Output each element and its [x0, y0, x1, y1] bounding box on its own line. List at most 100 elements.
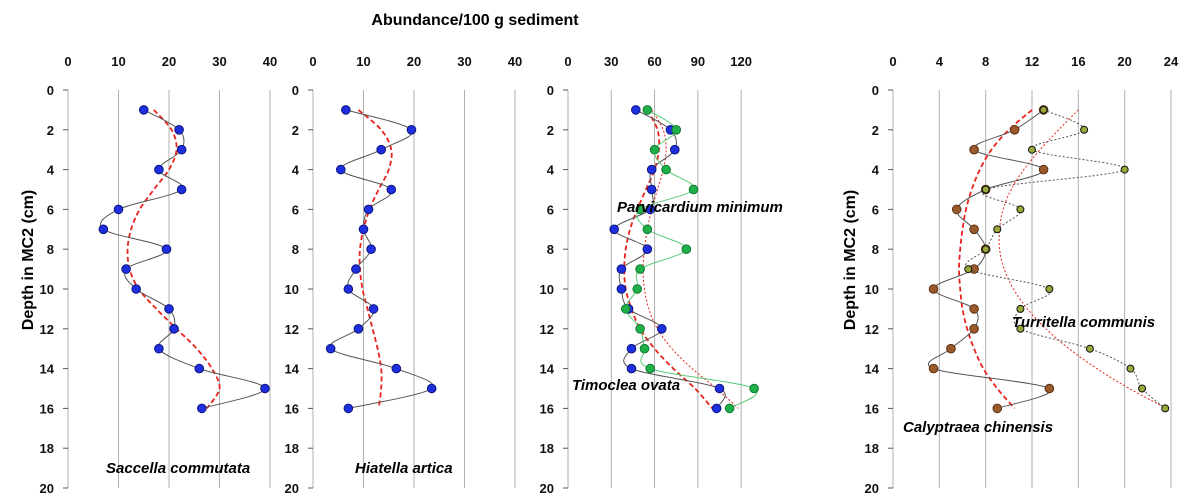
species-label-parvicardium: Parvicardium minimum — [617, 199, 783, 216]
series-line-2 — [625, 109, 758, 409]
x-tick-label: 24 — [1164, 54, 1179, 69]
data-point-brown — [1009, 125, 1020, 135]
data-point-blue — [343, 403, 354, 414]
data-point-green — [645, 363, 656, 374]
data-point-green — [671, 125, 682, 135]
data-point-olive — [1080, 125, 1089, 134]
data-point-olive — [1126, 364, 1135, 373]
data-point-blue — [161, 244, 172, 254]
data-point-blue — [376, 144, 386, 155]
x-tick-label: 90 — [691, 54, 705, 69]
data-point-blue — [121, 264, 131, 274]
data-point-blue — [406, 125, 417, 135]
y-tick-label: 18 — [40, 441, 54, 456]
y-tick-label: 10 — [285, 282, 299, 297]
data-point-green — [620, 304, 631, 314]
y-tick-label: 16 — [865, 401, 879, 416]
y-tick-label: 10 — [865, 282, 879, 297]
y-tick-label: 6 — [292, 202, 299, 217]
trend-line-2 — [642, 109, 739, 409]
data-point-green — [661, 164, 671, 175]
data-point-blue — [169, 324, 179, 334]
y-tick-label: 12 — [540, 322, 554, 337]
data-point-green — [642, 224, 653, 235]
data-point-olive — [1016, 324, 1025, 333]
trend-line-1 — [623, 109, 713, 409]
y-tick-label: 14 — [865, 362, 880, 377]
data-point-olive — [1039, 105, 1048, 114]
trend-line-1 — [357, 109, 393, 409]
data-point-olive — [1016, 205, 1025, 214]
x-tick-label: 10 — [111, 54, 125, 69]
species-label-turritella: Turritella communis — [1012, 314, 1155, 331]
data-point-green — [635, 324, 645, 334]
data-point-brown — [928, 363, 939, 374]
species-label-hiatella: Hiatella artica — [355, 460, 453, 477]
y-tick-label: 0 — [547, 83, 554, 98]
y-tick-label: 20 — [285, 481, 299, 496]
data-point-brown — [928, 284, 939, 294]
data-point-blue — [714, 383, 725, 394]
data-point-blue — [616, 264, 627, 274]
data-point-blue — [353, 324, 364, 334]
y-tick-label: 2 — [47, 123, 54, 138]
y-tick-label: 0 — [47, 83, 54, 98]
data-point-blue — [325, 343, 336, 354]
data-point-blue — [363, 204, 374, 215]
data-point-blue — [626, 343, 637, 354]
y-tick-label: 20 — [865, 481, 879, 496]
x-tick-label: 10 — [356, 54, 370, 69]
data-point-olive — [964, 265, 973, 274]
data-point-blue — [616, 284, 627, 294]
data-point-brown — [969, 304, 979, 314]
data-point-blue — [391, 363, 402, 374]
data-point-blue — [194, 363, 205, 374]
data-point-blue — [113, 204, 124, 215]
data-point-blue — [176, 144, 187, 155]
series-line-2 — [965, 109, 1166, 409]
y-tick-label: 12 — [285, 322, 299, 337]
data-point-blue — [426, 383, 437, 394]
data-point-blue — [154, 343, 164, 354]
series-line-1 — [927, 109, 1052, 409]
y-tick-label: 14 — [285, 362, 300, 377]
data-point-blue — [386, 184, 397, 195]
trend-line-1 — [126, 109, 221, 409]
data-point-green — [724, 403, 735, 414]
series-line-1 — [613, 109, 726, 409]
x-tick-label: 0 — [64, 54, 71, 69]
y-tick-label: 4 — [292, 163, 300, 178]
y-tick-label: 12 — [865, 322, 879, 337]
y-tick-label: 8 — [872, 242, 879, 257]
x-tick-label: 30 — [604, 54, 618, 69]
x-tick-label: 0 — [889, 54, 896, 69]
data-point-blue — [174, 125, 184, 135]
y-tick-label: 4 — [47, 163, 55, 178]
data-point-blue — [631, 105, 641, 115]
data-point-blue — [642, 244, 653, 254]
y-axis-label-right: Depth in MC2 (cm) — [842, 190, 859, 330]
y-tick-label: 6 — [872, 202, 879, 217]
species-label-calyptraea: Calyptraea chinensis — [903, 419, 1053, 436]
series-line-1 — [100, 109, 266, 409]
data-point-blue — [98, 224, 109, 235]
data-point-blue — [368, 304, 379, 314]
data-point-olive — [1138, 384, 1147, 393]
data-point-green — [649, 144, 660, 155]
data-point-blue — [131, 284, 141, 294]
data-point-olive — [981, 185, 990, 194]
y-tick-label: 14 — [540, 362, 555, 377]
y-tick-label: 18 — [865, 441, 879, 456]
data-point-blue — [626, 363, 637, 374]
x-tick-label: 4 — [936, 54, 944, 69]
data-point-olive — [1028, 145, 1036, 154]
data-point-brown — [992, 403, 1003, 414]
data-point-green — [635, 204, 645, 215]
data-point-blue — [197, 403, 207, 414]
data-point-blue — [335, 164, 346, 175]
y-tick-label: 8 — [547, 242, 554, 257]
y-tick-label: 8 — [292, 242, 299, 257]
y-tick-label: 0 — [292, 83, 299, 98]
chart-title: Abundance/100 g sediment — [371, 12, 579, 29]
